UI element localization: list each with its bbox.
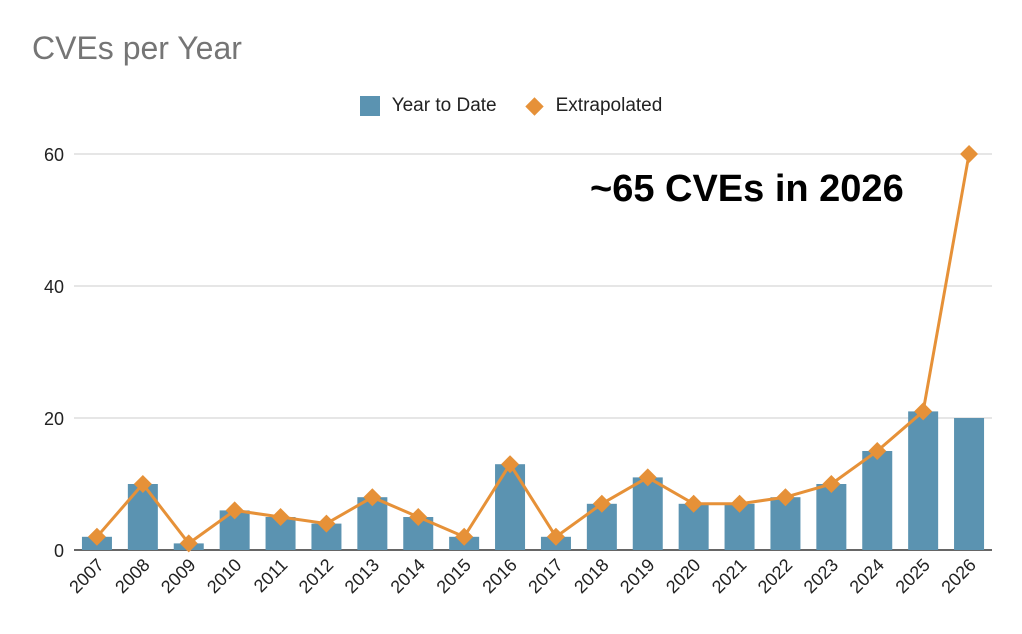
x-tick-label: 2023	[800, 555, 842, 597]
line-point-diamond	[363, 488, 382, 507]
legend-bar-label: Year to Date	[391, 95, 497, 116]
line-point-diamond	[730, 494, 749, 513]
x-tick-label: 2026	[937, 555, 979, 597]
line-point-diamond	[684, 494, 703, 513]
x-tick-label: 2007	[65, 555, 107, 597]
chart-legend: Year to Date Extrapolated	[0, 95, 1022, 117]
line-point-diamond	[638, 468, 657, 487]
line-point-diamond	[87, 527, 106, 546]
line-point-diamond	[271, 508, 290, 526]
line-point-diamond	[179, 534, 198, 553]
line-point-diamond	[225, 501, 244, 520]
x-tick-label: 2021	[708, 555, 750, 597]
line-point-diamond	[822, 475, 841, 493]
y-tick-label: 0	[54, 541, 64, 561]
line-point-diamond	[914, 402, 933, 421]
line-point-diamond	[455, 527, 474, 546]
line-point-diamond	[868, 442, 887, 460]
x-tick-label: 2017	[524, 555, 566, 597]
x-tick-label: 2022	[754, 555, 796, 597]
legend-line-label: Extrapolated	[555, 95, 663, 116]
legend-item-line: Extrapolated	[524, 95, 663, 117]
line-point-diamond	[592, 494, 611, 513]
bar	[632, 477, 663, 550]
line-point-diamond	[317, 514, 336, 533]
chart-title: CVEs per Year	[32, 30, 242, 66]
x-tick-label: 2020	[662, 555, 704, 597]
y-tick-label: 60	[44, 145, 64, 165]
x-tick-label: 2009	[157, 555, 199, 597]
bar	[954, 418, 985, 550]
bar	[495, 464, 526, 550]
x-tick-label: 2024	[846, 555, 888, 597]
chart-annotation: ~65 CVEs in 2026	[590, 168, 904, 210]
line-point-diamond	[546, 527, 565, 546]
y-tick-label: 20	[44, 409, 64, 429]
bar	[862, 451, 893, 550]
line-point-diamond	[501, 455, 520, 474]
x-tick-label: 2010	[203, 555, 245, 597]
x-tick-label: 2019	[616, 555, 658, 597]
x-tick-label: 2014	[387, 555, 429, 597]
bar	[908, 411, 939, 550]
x-tick-label: 2018	[570, 555, 612, 597]
x-tick-label: 2008	[111, 555, 153, 597]
line-point-diamond	[776, 488, 795, 507]
line-point-diamond	[409, 508, 428, 526]
x-tick-label: 2013	[341, 555, 383, 597]
legend-item-bar: Year to Date	[359, 95, 497, 117]
x-tick-label: 2015	[433, 555, 475, 597]
x-tick-label: 2016	[478, 555, 520, 597]
legend-bar-swatch	[359, 96, 380, 116]
x-tick-label: 2011	[250, 555, 292, 597]
y-tick-label: 40	[44, 277, 64, 297]
line-point-diamond	[960, 145, 979, 163]
x-tick-label: 2012	[295, 555, 337, 597]
line-point-diamond	[133, 475, 152, 493]
bar	[816, 484, 847, 550]
x-tick-label: 2025	[892, 555, 934, 597]
